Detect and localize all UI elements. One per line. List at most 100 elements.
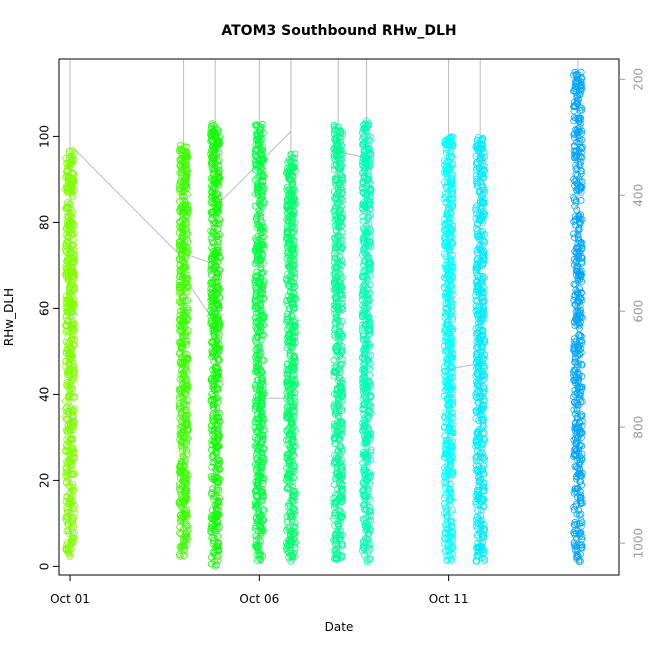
data-point bbox=[208, 512, 216, 520]
data-point bbox=[256, 172, 263, 179]
data-point bbox=[210, 385, 218, 393]
flight-series-4 bbox=[251, 120, 268, 564]
flight-series-2 bbox=[175, 141, 192, 560]
data-point bbox=[176, 553, 184, 560]
data-point bbox=[215, 347, 223, 355]
data-point bbox=[181, 385, 189, 393]
data-point bbox=[67, 210, 75, 218]
data-point bbox=[68, 325, 75, 333]
data-point bbox=[213, 384, 221, 392]
data-point bbox=[215, 149, 223, 157]
data-point bbox=[212, 250, 219, 257]
data-point bbox=[62, 292, 70, 300]
data-point bbox=[178, 342, 186, 350]
data-point bbox=[215, 169, 223, 177]
data-point bbox=[182, 254, 189, 262]
data-point bbox=[67, 548, 74, 556]
data-point bbox=[181, 400, 189, 408]
data-point bbox=[183, 532, 191, 539]
data-point bbox=[252, 273, 260, 281]
data-point bbox=[175, 551, 183, 559]
data-point bbox=[210, 377, 218, 385]
data-point bbox=[183, 427, 191, 435]
data-point bbox=[67, 309, 75, 316]
data-point bbox=[207, 265, 215, 273]
data-point bbox=[210, 309, 218, 317]
data-point bbox=[184, 248, 192, 256]
data-point bbox=[208, 129, 216, 137]
data-point bbox=[176, 349, 184, 356]
data-point bbox=[182, 264, 190, 272]
pressure-line-segment bbox=[72, 147, 184, 260]
data-point bbox=[208, 463, 216, 471]
pressure-line-segment bbox=[214, 131, 292, 208]
data-point bbox=[182, 387, 190, 395]
data-point bbox=[181, 545, 189, 553]
data-point bbox=[175, 218, 183, 226]
data-point bbox=[175, 238, 183, 246]
data-point bbox=[176, 389, 184, 397]
data-point bbox=[181, 309, 189, 317]
data-point bbox=[215, 304, 223, 312]
data-point bbox=[184, 205, 192, 213]
data-point bbox=[207, 123, 215, 130]
data-point bbox=[214, 269, 222, 277]
data-point bbox=[183, 337, 191, 345]
data-point bbox=[210, 176, 218, 183]
data-point bbox=[180, 358, 188, 365]
data-point bbox=[214, 474, 222, 482]
data-point bbox=[215, 465, 223, 473]
data-point bbox=[208, 347, 216, 355]
data-point bbox=[209, 416, 216, 424]
data-point bbox=[69, 517, 77, 525]
data-point bbox=[215, 162, 223, 170]
data-point bbox=[69, 332, 77, 340]
data-point bbox=[62, 263, 70, 271]
data-point bbox=[208, 295, 216, 303]
data-point bbox=[210, 224, 218, 232]
data-point bbox=[213, 349, 221, 357]
plot-area bbox=[62, 59, 586, 570]
data-point bbox=[215, 421, 223, 429]
data-point bbox=[182, 297, 190, 305]
data-point bbox=[62, 225, 70, 233]
data-point bbox=[177, 530, 185, 538]
data-point bbox=[183, 351, 191, 358]
data-point bbox=[62, 497, 70, 505]
data-point bbox=[180, 552, 188, 560]
data-point bbox=[215, 502, 223, 510]
data-point bbox=[176, 430, 184, 437]
data-point bbox=[210, 414, 217, 422]
data-point bbox=[62, 469, 70, 477]
data-point bbox=[71, 284, 78, 292]
data-point bbox=[216, 293, 223, 301]
data-point bbox=[178, 332, 186, 340]
data-point bbox=[69, 467, 77, 474]
data-point bbox=[179, 413, 187, 421]
data-point bbox=[69, 491, 76, 499]
data-point bbox=[176, 523, 184, 530]
data-point bbox=[210, 128, 218, 136]
data-point bbox=[176, 188, 184, 196]
data-point bbox=[184, 327, 192, 335]
data-point bbox=[63, 188, 71, 196]
data-point bbox=[214, 372, 222, 380]
data-point bbox=[177, 315, 185, 323]
data-point bbox=[180, 258, 188, 266]
data-point bbox=[62, 303, 70, 311]
data-point bbox=[207, 317, 215, 325]
data-point bbox=[209, 154, 217, 162]
data-point bbox=[182, 413, 190, 421]
data-point bbox=[63, 247, 71, 255]
data-point bbox=[215, 356, 223, 364]
data-point bbox=[182, 279, 190, 287]
data-point bbox=[182, 475, 189, 483]
data-point bbox=[65, 171, 72, 179]
data-point bbox=[184, 527, 192, 534]
data-point bbox=[213, 300, 221, 308]
data-point bbox=[184, 314, 192, 322]
data-point bbox=[207, 320, 215, 327]
data-point bbox=[208, 193, 215, 201]
data-point bbox=[67, 462, 75, 470]
data-point bbox=[177, 298, 185, 306]
